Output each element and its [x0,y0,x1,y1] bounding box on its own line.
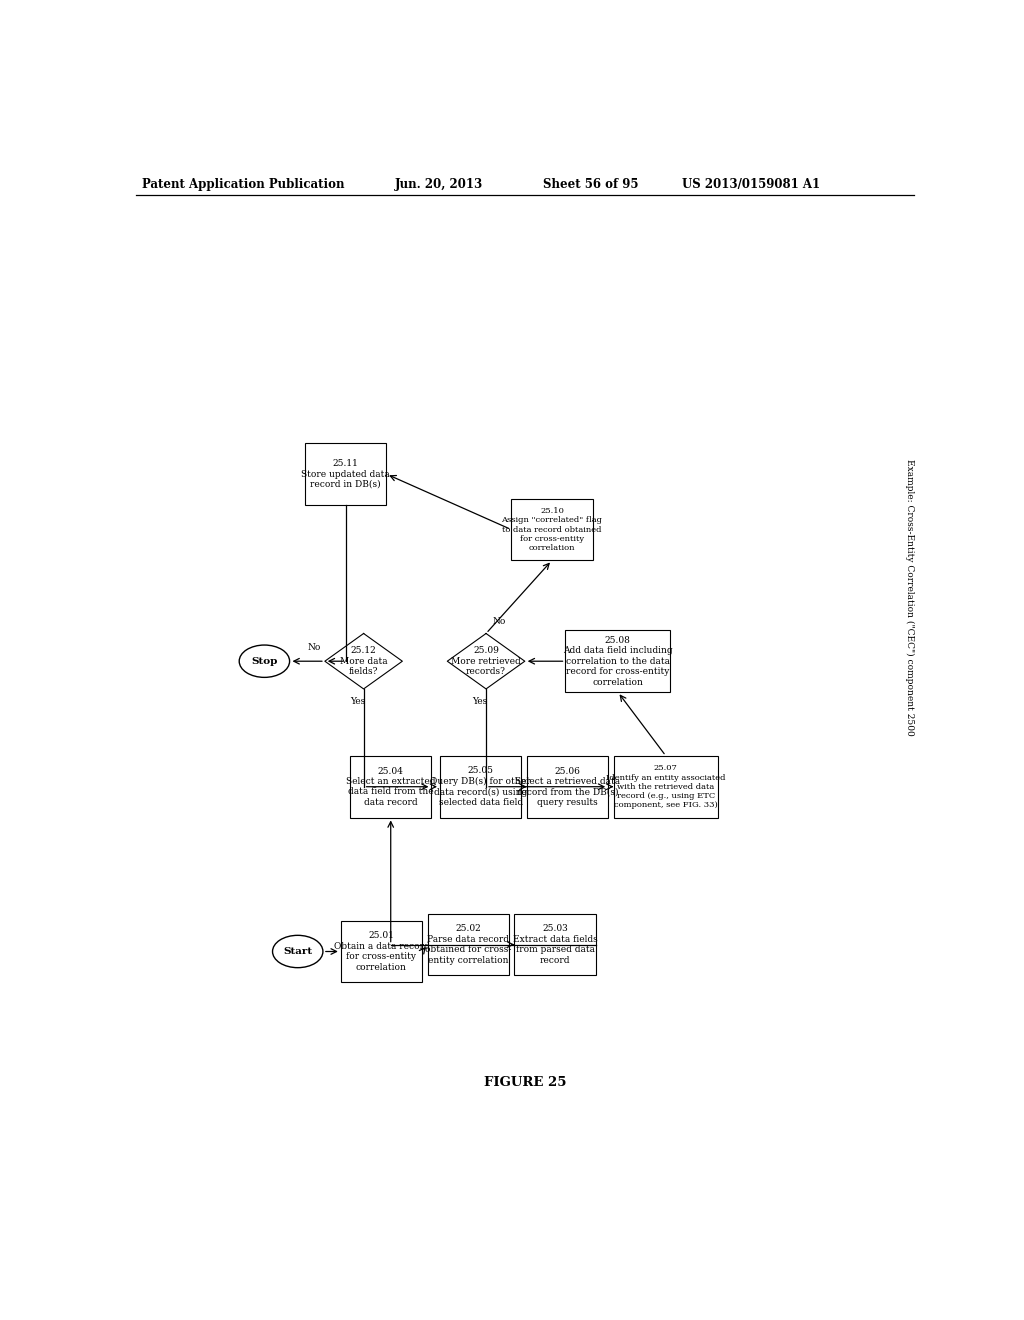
Text: 25.04
Select an extracted
data field from the
data record: 25.04 Select an extracted data field fro… [346,767,435,807]
Text: Sheet 56 of 95: Sheet 56 of 95 [543,178,638,190]
FancyBboxPatch shape [565,631,670,692]
Text: Example: Cross-Entity Correlation ("CEC") component 2500: Example: Cross-Entity Correlation ("CEC"… [904,459,913,735]
Text: 25.07
Identify an entity associated
with the retrieved data
record (e.g., using : 25.07 Identify an entity associated with… [606,764,726,809]
Text: US 2013/0159081 A1: US 2013/0159081 A1 [682,178,820,190]
Polygon shape [447,634,524,689]
Text: 25.03
Extract data fields
from parsed data
record: 25.03 Extract data fields from parsed da… [513,924,597,965]
Text: 25.08
Add data field including
correlation to the data
record for cross-entity
c: 25.08 Add data field including correlati… [563,636,673,686]
FancyBboxPatch shape [341,921,422,982]
Text: 25.11
Store updated data
record in DB(s): 25.11 Store updated data record in DB(s) [301,459,390,488]
FancyBboxPatch shape [526,756,608,817]
FancyBboxPatch shape [305,444,386,506]
FancyBboxPatch shape [428,913,509,975]
Text: 25.06
Select a retrieved data
record from the DB(s)
query results: 25.06 Select a retrieved data record fro… [515,767,620,807]
FancyBboxPatch shape [350,756,431,817]
Text: 25.05
Query DB(s) for other
data record(s) using
selected data field: 25.05 Query DB(s) for other data record(… [430,767,530,807]
Text: Yes: Yes [472,697,487,706]
Polygon shape [325,634,402,689]
Text: 25.09
More retrieved
records?: 25.09 More retrieved records? [452,647,521,676]
FancyBboxPatch shape [440,756,521,817]
Text: Stop: Stop [251,657,278,665]
Ellipse shape [240,645,290,677]
Text: Jun. 20, 2013: Jun. 20, 2013 [395,178,483,190]
Text: FIGURE 25: FIGURE 25 [483,1076,566,1089]
Text: No: No [307,643,321,652]
FancyBboxPatch shape [511,499,593,561]
Text: 25.12
More data
fields?: 25.12 More data fields? [340,647,387,676]
Text: No: No [493,616,506,626]
FancyBboxPatch shape [613,756,718,817]
Text: 25.01
Obtain a data record
for cross-entity
correlation: 25.01 Obtain a data record for cross-ent… [334,932,429,972]
Text: Start: Start [284,946,312,956]
Text: Yes: Yes [350,697,365,706]
Ellipse shape [272,936,323,968]
FancyBboxPatch shape [514,913,596,975]
Text: 25.10
Assign "correlated" flag
to data record obtained
for cross-entity
correlat: 25.10 Assign "correlated" flag to data r… [502,507,602,552]
Text: Patent Application Publication: Patent Application Publication [142,178,344,190]
Text: 25.02
Parse data record
obtained for cross-
entity correlation: 25.02 Parse data record obtained for cro… [425,924,511,965]
